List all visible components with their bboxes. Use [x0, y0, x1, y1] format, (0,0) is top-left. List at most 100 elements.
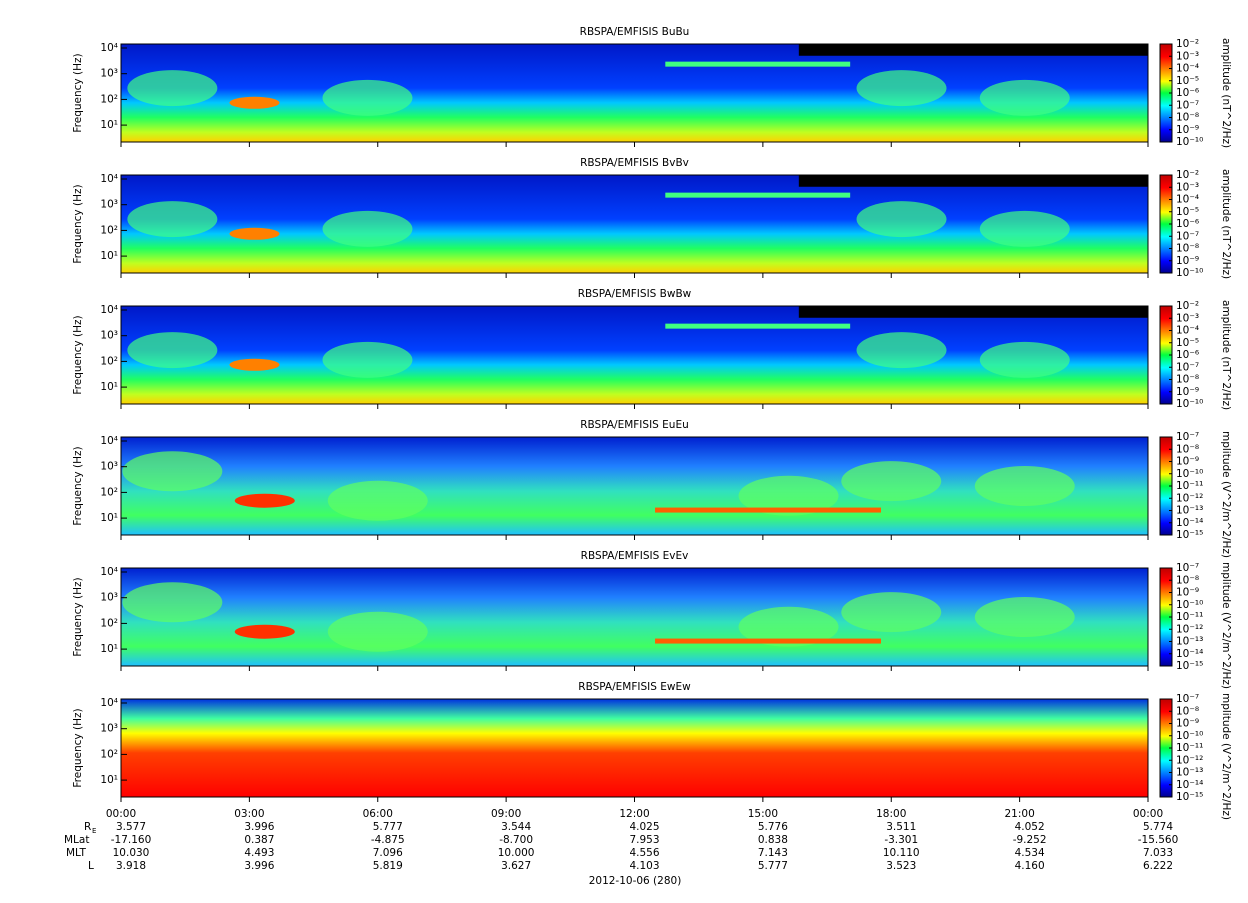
y-tick-label: 10¹ — [100, 512, 118, 524]
colorbar-tick-label: 10⁻⁶ — [1176, 218, 1199, 230]
colorbar-tick-label: 10⁻⁷ — [1176, 431, 1199, 443]
ephemeris-value: 3.996 — [244, 860, 274, 872]
x-tick-label: 00:00 — [106, 808, 136, 820]
ephemeris-value: 4.052 — [1015, 821, 1045, 833]
spectrogram-blob — [841, 592, 942, 633]
ephemeris-value: 3.627 — [501, 860, 531, 872]
colorbar-tick-label: 10⁻¹² — [1176, 492, 1203, 504]
colorbar-tick-label: 10⁻³ — [1176, 50, 1199, 62]
spectrogram-blob — [738, 475, 839, 516]
spectrogram-blob — [322, 79, 413, 116]
spectrogram-blob — [841, 461, 942, 502]
x-tick-label: 15:00 — [748, 808, 778, 820]
spectrogram-band — [665, 323, 851, 329]
ephemeris-value: 4.160 — [1015, 860, 1045, 872]
colorbar-tick-label: 10⁻¹¹ — [1176, 480, 1203, 492]
ephemeris-value: 0.838 — [758, 834, 788, 846]
spectrogram-dark — [798, 306, 1148, 318]
ephemeris-value: 7.143 — [758, 847, 788, 859]
colorbar-tick-label: 10⁻¹⁰ — [1176, 267, 1203, 279]
spectrogram-blob — [974, 597, 1075, 637]
colorbar-tick-label: 10⁻¹² — [1176, 754, 1203, 766]
spectrogram-blob — [127, 201, 218, 238]
ephemeris-value: 5.774 — [1143, 821, 1173, 833]
panel-title: RBSPA/EMFISIS BvBv — [580, 157, 689, 169]
y-tick-label: 10² — [100, 355, 118, 367]
x-tick-label: 06:00 — [363, 808, 393, 820]
colorbar-tick-label: 10⁻² — [1176, 169, 1199, 181]
colorbar-tick-label: 10⁻⁵ — [1176, 206, 1199, 218]
spectrogram-blob — [327, 611, 428, 652]
spectrogram — [121, 699, 1148, 797]
ephemeris-value: -9.252 — [1013, 834, 1047, 846]
colorbar-tick-label: 10⁻⁴ — [1176, 63, 1199, 75]
ephemeris-value: 6.222 — [1143, 860, 1173, 872]
panel-title: RBSPA/EMFISIS EuEu — [580, 419, 689, 431]
spectrogram-blob — [122, 451, 223, 492]
y-tick-label: 10⁴ — [100, 697, 118, 709]
colorbar-label: amplitude (nT^2/Hz) — [1220, 38, 1232, 148]
colorbar-tick-label: 10⁻¹³ — [1176, 767, 1203, 779]
colorbar-tick-label: 10⁻⁸ — [1176, 243, 1199, 255]
spectrogram-fill — [121, 175, 1148, 273]
y-tick-label: 10⁴ — [100, 435, 118, 447]
spectrogram-blob — [856, 332, 947, 369]
spectrogram-fill — [121, 699, 1148, 797]
spectrogram — [121, 568, 1148, 666]
colorbar-tick-label: 10⁻⁹ — [1176, 456, 1199, 468]
colorbar-tick-label: 10⁻⁵ — [1176, 337, 1199, 349]
y-tick-label: 10² — [100, 93, 118, 105]
ephemeris-value: -3.301 — [884, 834, 918, 846]
y-tick-label: 10⁴ — [100, 566, 118, 578]
spectrogram-blob — [974, 466, 1075, 506]
spectrogram-blob — [738, 606, 839, 647]
spectrogram-blob — [322, 341, 413, 378]
colorbar-tick-label: 10⁻⁷ — [1176, 230, 1199, 242]
colorbar-tick-label: 10⁻¹⁴ — [1176, 779, 1203, 791]
colorbar-tick-label: 10⁻⁸ — [1176, 374, 1199, 386]
colorbar-tick-label: 10⁻⁹ — [1176, 124, 1199, 136]
colorbar-tick-label: 10⁻¹⁴ — [1176, 517, 1203, 529]
y-axis-label: Frequency (Hz) — [72, 708, 84, 787]
x-tick-label: 12:00 — [619, 808, 649, 820]
ephemeris-value: -15.560 — [1138, 834, 1179, 846]
x-tick-label: 18:00 — [876, 808, 906, 820]
spectrogram-fill — [121, 306, 1148, 404]
spectrogram-blob — [234, 624, 295, 639]
colorbar-tick-label: 10⁻³ — [1176, 312, 1199, 324]
colorbar-tick-label: 10⁻⁹ — [1176, 386, 1199, 398]
ephemeris-value: 4.556 — [629, 847, 659, 859]
ephemeris-value: -8.700 — [499, 834, 533, 846]
colorbar-tick-label: 10⁻¹³ — [1176, 505, 1203, 517]
ephemeris-value: 4.025 — [629, 821, 659, 833]
x-tick-label: 00:00 — [1133, 808, 1163, 820]
colorbar-tick-label: 10⁻⁵ — [1176, 75, 1199, 87]
spectrogram-blob — [229, 358, 280, 371]
ephemeris-label: R — [84, 821, 91, 833]
colorbar-label: amplitude (nT^2/Hz) — [1220, 300, 1232, 410]
colorbar-tick-label: 10⁻¹⁰ — [1176, 136, 1203, 148]
ephemeris-value: 10.000 — [498, 847, 535, 859]
ephemeris-label: MLT — [66, 847, 86, 859]
ephemeris-value: 10.030 — [113, 847, 150, 859]
ephemeris-value: 3.996 — [244, 821, 274, 833]
colorbar-tick-label: 10⁻¹⁴ — [1176, 648, 1203, 660]
colorbar-tick-label: 10⁻¹⁵ — [1176, 529, 1203, 541]
colorbar-tick-label: 10⁻¹⁰ — [1176, 730, 1203, 742]
ephemeris-value: 4.103 — [629, 860, 659, 872]
x-axis-label: 2012-10-06 (280) — [589, 875, 682, 887]
colorbar-tick-label: 10⁻¹⁵ — [1176, 660, 1203, 672]
spectrogram-blob — [979, 79, 1070, 116]
colorbar-tick-label: 10⁻⁹ — [1176, 587, 1199, 599]
ephemeris-value: 4.493 — [244, 847, 274, 859]
y-tick-label: 10⁴ — [100, 173, 118, 185]
colorbar-tick-label: 10⁻¹¹ — [1176, 611, 1203, 623]
ephemeris-value: 5.777 — [373, 821, 403, 833]
colorbar-tick-label: 10⁻⁴ — [1176, 194, 1199, 206]
y-tick-label: 10¹ — [100, 774, 118, 786]
ephemeris-value: 7.033 — [1143, 847, 1173, 859]
colorbar-tick-label: 10⁻² — [1176, 38, 1199, 50]
spectrogram-band — [655, 638, 881, 644]
spectrogram-blob — [122, 582, 223, 623]
